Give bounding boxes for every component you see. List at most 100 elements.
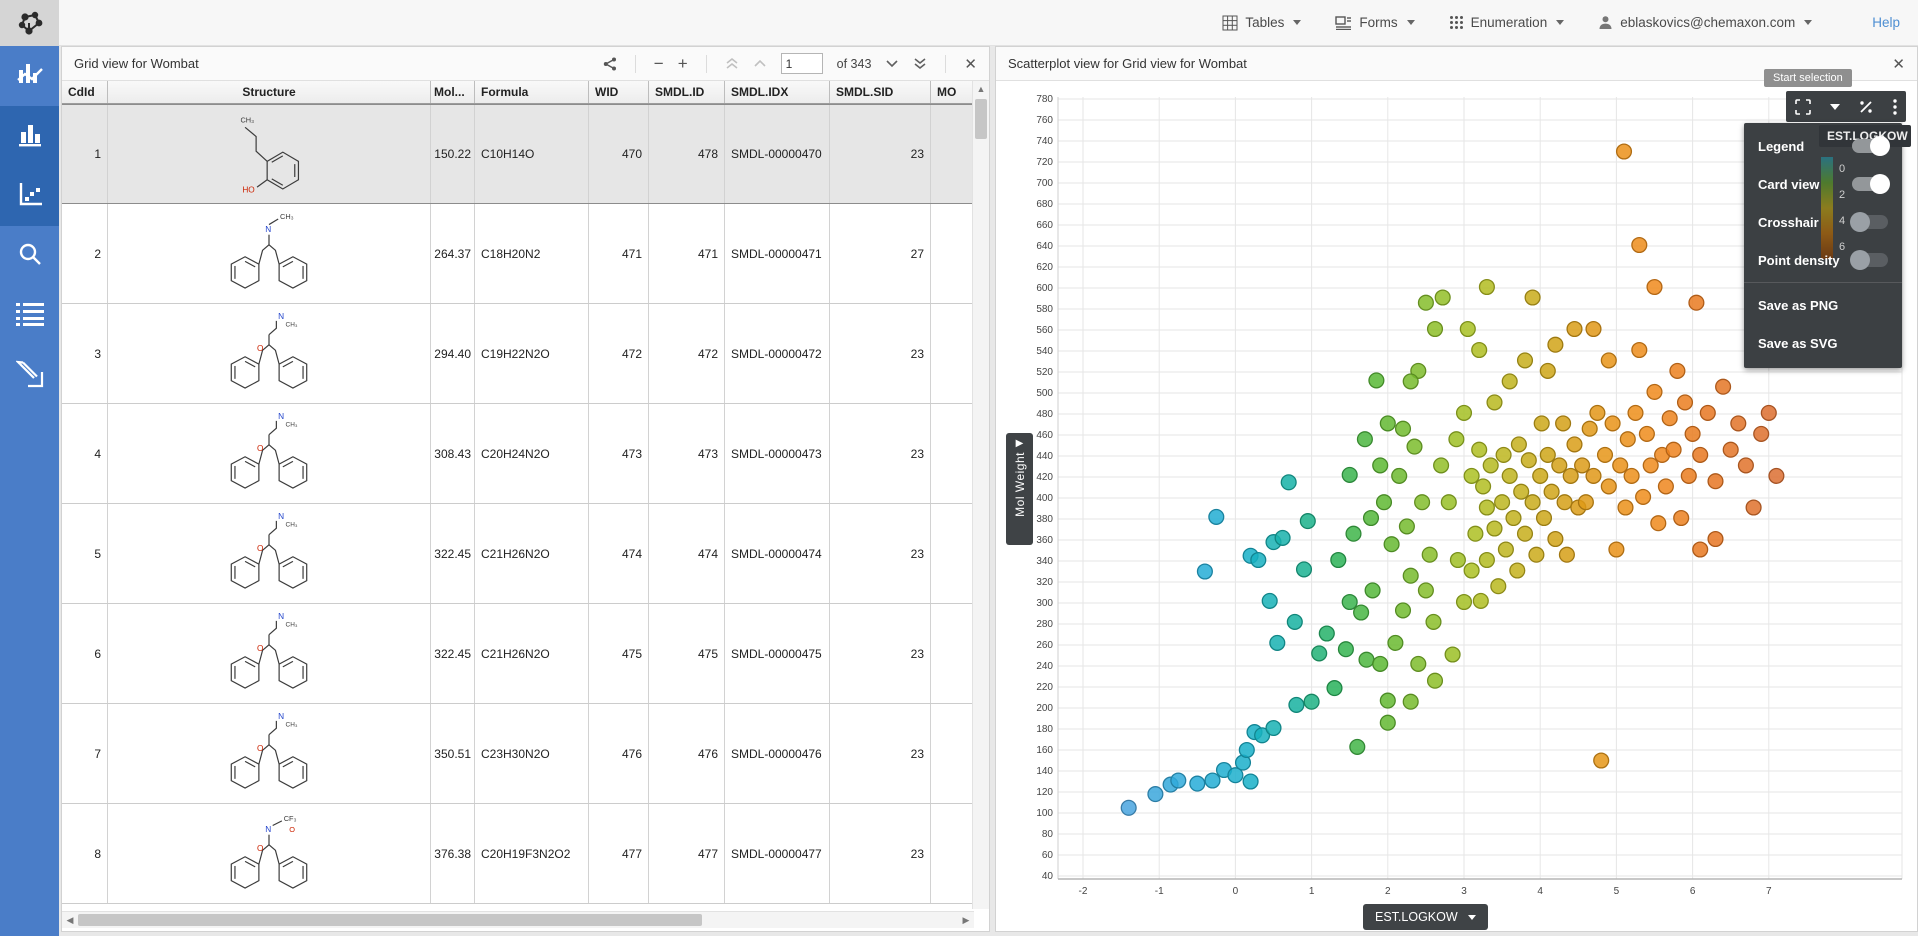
scatter-point[interactable]: [1525, 495, 1540, 510]
scatter-point[interactable]: [1605, 416, 1620, 431]
scatter-point[interactable]: [1739, 458, 1754, 473]
scatter-point[interactable]: [1359, 652, 1374, 667]
scatter-point[interactable]: [1617, 144, 1632, 159]
grid-close-icon[interactable]: ✕: [964, 55, 977, 73]
scatter-point[interactable]: [1567, 437, 1582, 452]
x-axis-selector-button[interactable]: EST.LOGKOW: [1363, 904, 1488, 930]
scatter-point[interactable]: [1601, 479, 1616, 494]
nav-tables[interactable]: Tables: [1222, 15, 1301, 31]
scatter-point[interactable]: [1457, 406, 1472, 421]
select-points-icon[interactable]: [1858, 99, 1874, 115]
scatter-point[interactable]: [1457, 595, 1472, 610]
last-page-button[interactable]: [913, 57, 927, 70]
scatter-point[interactable]: [1674, 511, 1689, 526]
scatter-point[interactable]: [1251, 553, 1266, 568]
scatter-point[interactable]: [1388, 636, 1403, 651]
table-row[interactable]: 7ONCH₃350.51C23H30N2O476476SMDL-00000476…: [62, 704, 974, 804]
scatter-point[interactable]: [1289, 698, 1304, 713]
scatter-point[interactable]: [1380, 416, 1395, 431]
scatter-point[interactable]: [1761, 406, 1776, 421]
scatter-point[interactable]: [1632, 343, 1647, 358]
scatter-point[interactable]: [1624, 469, 1639, 484]
scatter-point[interactable]: [1521, 453, 1536, 468]
scatter-point[interactable]: [1275, 531, 1290, 546]
scatter-point[interactable]: [1510, 563, 1525, 578]
scatter-point[interactable]: [1618, 500, 1633, 515]
sidebar-item-list[interactable]: [0, 286, 59, 346]
page-number-input[interactable]: [781, 53, 823, 74]
scatter-point[interactable]: [1544, 484, 1559, 499]
scatter-point[interactable]: [1491, 579, 1506, 594]
app-logo[interactable]: [0, 0, 59, 46]
scatter-point[interactable]: [1731, 416, 1746, 431]
kebab-menu-icon[interactable]: [1893, 99, 1897, 115]
scatter-point[interactable]: [1403, 374, 1418, 389]
scatter-point[interactable]: [1243, 774, 1258, 789]
scatter-point[interactable]: [1262, 594, 1277, 609]
y-axis-selector-tab[interactable]: ▶ Mol Weight: [1006, 433, 1033, 545]
scatter-point[interactable]: [1746, 500, 1761, 515]
toggle-switch[interactable]: [1852, 253, 1888, 267]
scatter-point[interactable]: [1476, 479, 1491, 494]
scatter-point[interactable]: [1434, 458, 1449, 473]
scatter-point[interactable]: [1670, 364, 1685, 379]
scatter-point[interactable]: [1609, 542, 1624, 557]
scatter-point[interactable]: [1586, 322, 1601, 337]
table-row[interactable]: 3ONCH₃294.40C19H22N2O472472SMDL-00000472…: [62, 304, 974, 404]
scatter-point[interactable]: [1358, 432, 1373, 447]
scatter-point[interactable]: [1512, 437, 1527, 452]
scatter-point[interactable]: [1331, 553, 1346, 568]
scatter-point[interactable]: [1190, 776, 1205, 791]
scatter-point[interactable]: [1552, 458, 1567, 473]
scatter-point[interactable]: [1643, 458, 1658, 473]
nav-enumeration[interactable]: Enumeration: [1449, 15, 1565, 30]
scatter-point[interactable]: [1205, 773, 1220, 788]
sidebar-item-search[interactable]: [0, 226, 59, 286]
prev-page-button[interactable]: [753, 59, 767, 68]
scatter-point[interactable]: [1632, 238, 1647, 253]
scatter-point[interactable]: [1590, 406, 1605, 421]
scatter-point[interactable]: [1662, 411, 1677, 426]
scatter-point[interactable]: [1270, 636, 1285, 651]
scatter-point[interactable]: [1640, 427, 1655, 442]
scatter-close-icon[interactable]: ✕: [1892, 55, 1905, 73]
scatter-point[interactable]: [1451, 553, 1466, 568]
table-row[interactable]: 1CH₃HO150.22C10H14O470478SMDL-0000047023: [62, 104, 974, 204]
scatter-point[interactable]: [1304, 694, 1319, 709]
vertical-scroll-thumb[interactable]: [975, 99, 987, 139]
scatter-point[interactable]: [1373, 657, 1388, 672]
scatter-point[interactable]: [1647, 280, 1662, 295]
scatter-point[interactable]: [1319, 626, 1334, 641]
sidebar-item-sketch[interactable]: [0, 346, 59, 406]
scatter-point[interactable]: [1403, 568, 1418, 583]
scatter-point[interactable]: [1557, 495, 1572, 510]
sidebar-item-scatter-chart[interactable]: [0, 166, 59, 226]
scatter-point[interactable]: [1449, 432, 1464, 447]
scatter-point[interactable]: [1342, 468, 1357, 483]
column-header-mol-[interactable]: Mol...: [431, 81, 475, 103]
scatter-point[interactable]: [1685, 427, 1700, 442]
scatter-point[interactable]: [1708, 532, 1723, 547]
scatter-point[interactable]: [1422, 547, 1437, 562]
column-header-smdl-sid[interactable]: SMDL.SID: [830, 81, 931, 103]
scatter-point[interactable]: [1533, 469, 1548, 484]
column-header-formula[interactable]: Formula: [475, 81, 589, 103]
scatter-point[interactable]: [1540, 364, 1555, 379]
scatter-point[interactable]: [1350, 740, 1365, 755]
scatter-point[interactable]: [1754, 427, 1769, 442]
scatter-point[interactable]: [1529, 547, 1544, 562]
scatter-point[interactable]: [1575, 458, 1590, 473]
cell-structure[interactable]: NCH₃: [108, 204, 431, 303]
scatter-point[interactable]: [1312, 646, 1327, 661]
scatter-point[interactable]: [1598, 448, 1613, 463]
scatter-point[interactable]: [1403, 694, 1418, 709]
scatter-point[interactable]: [1514, 484, 1529, 499]
scatter-point[interactable]: [1582, 421, 1597, 436]
scatter-point[interactable]: [1620, 432, 1635, 447]
scatter-point[interactable]: [1396, 603, 1411, 618]
scatter-point[interactable]: [1502, 469, 1517, 484]
cell-structure[interactable]: ONCH₃: [108, 604, 431, 703]
share-icon[interactable]: [603, 57, 617, 71]
scatter-point[interactable]: [1525, 290, 1540, 305]
selection-box-icon[interactable]: [1795, 99, 1811, 115]
